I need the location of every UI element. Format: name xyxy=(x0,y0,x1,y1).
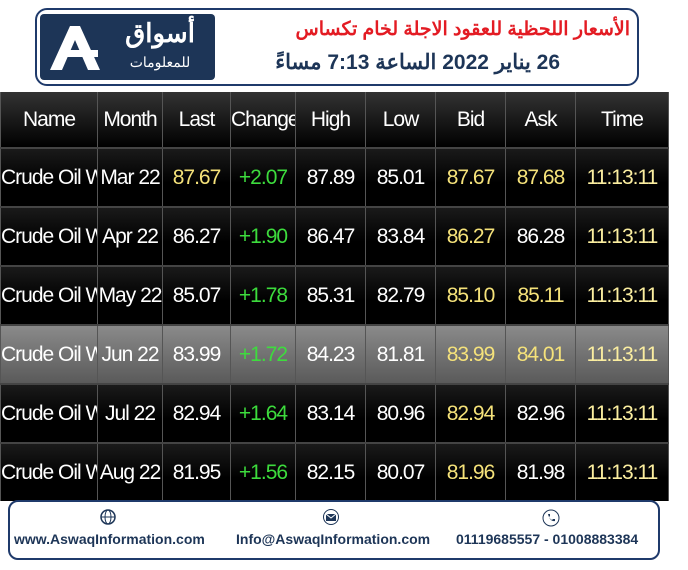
table-cell: 80.96 xyxy=(365,383,436,443)
column-header: Change xyxy=(230,92,296,148)
header-row: Name Month Last Change High Low Bid Ask Time xyxy=(0,92,669,148)
table-cell: 11:13:11 xyxy=(575,383,669,443)
column-header: Low xyxy=(365,92,436,148)
table-cell: Crude Oil WTI xyxy=(0,206,98,266)
price-table: Name Month Last Change High Low Bid Ask Time Crud… xyxy=(0,92,669,501)
column-header: Bid xyxy=(435,92,506,148)
table-cell: +1.72 xyxy=(230,324,296,384)
table-cell: 87.89 xyxy=(295,147,366,207)
table-cell: 87.67 xyxy=(435,147,506,207)
table-cell: +1.56 xyxy=(230,442,296,501)
table-cell: 82.79 xyxy=(365,265,436,325)
table-cell: 83.99 xyxy=(435,324,506,384)
logo-icon xyxy=(50,26,100,70)
table-cell: 86.27 xyxy=(435,206,506,266)
title: الأسعار اللحظية للعقود الاجلة لخام تكساس xyxy=(295,19,630,40)
table-cell: +1.64 xyxy=(230,383,296,443)
header-frame xyxy=(35,8,639,86)
table-cell: Mar 22 xyxy=(97,147,163,207)
table-cell: 87.67 xyxy=(162,147,231,207)
table-cell: 82.94 xyxy=(162,383,231,443)
table-cell: 81.96 xyxy=(435,442,506,501)
table-cell: Apr 22 xyxy=(97,206,163,266)
table-cell: Crude Oil WTI xyxy=(0,265,98,325)
table-cell: 11:13:11 xyxy=(575,206,669,266)
table-cell: 81.95 xyxy=(162,442,231,501)
table-cell: 11:13:11 xyxy=(575,265,669,325)
table-cell: 85.01 xyxy=(365,147,436,207)
column-header: Last xyxy=(162,92,231,148)
table-cell: Crude Oil WTI xyxy=(0,147,98,207)
table-cell: Crude Oil WTI xyxy=(0,324,98,384)
column-header: High xyxy=(295,92,366,148)
table-cell: 81.98 xyxy=(505,442,576,501)
table-cell: +1.78 xyxy=(230,265,296,325)
column-header: Ask xyxy=(505,92,576,148)
logo: أسواق للمعلومات xyxy=(40,14,215,80)
table-cell: 86.27 xyxy=(162,206,231,266)
table-cell: 11:13:11 xyxy=(575,324,669,384)
table-cell: 85.31 xyxy=(295,265,366,325)
mail-icon xyxy=(323,509,339,525)
table-cell: 84.01 xyxy=(505,324,576,384)
table-row: Crude Oil WTIMar 2287.67+2.0787.8985.018… xyxy=(0,147,669,207)
table-cell: 84.23 xyxy=(295,324,366,384)
email: Info@AswaqInformation.com xyxy=(236,531,431,547)
subtitle: 26 يناير 2022 الساعة 7:13 مساءً xyxy=(275,51,560,74)
table-cell: 87.68 xyxy=(505,147,576,207)
table-row: Crude Oil WTIJun 2283.99+1.7284.2381.818… xyxy=(0,324,669,384)
table-cell: Aug 22 xyxy=(97,442,163,501)
column-header: Month xyxy=(97,92,163,148)
table-cell: 81.81 xyxy=(365,324,436,384)
table-cell: 83.99 xyxy=(162,324,231,384)
column-header: Name xyxy=(0,92,98,148)
footer-frame xyxy=(8,500,660,560)
table-cell: Crude Oil WTI xyxy=(0,442,98,501)
logo-subtitle: للمعلومات xyxy=(129,54,191,70)
table-cell: 86.28 xyxy=(505,206,576,266)
table-row: Crude Oil WTIJul 2282.94+1.6483.1480.968… xyxy=(0,383,669,443)
table-cell: 82.15 xyxy=(295,442,366,501)
table-cell: 83.14 xyxy=(295,383,366,443)
table-cell: Crude Oil WTI xyxy=(0,383,98,443)
table-cell: 82.96 xyxy=(505,383,576,443)
table-cell: 83.84 xyxy=(365,206,436,266)
table-cell: Jun 22 xyxy=(97,324,163,384)
table-cell: 11:13:11 xyxy=(575,442,669,501)
table-row: Crude Oil WTIAug 2281.95+1.5682.1580.078… xyxy=(0,442,669,501)
table-cell: +2.07 xyxy=(230,147,296,207)
column-header: Time xyxy=(575,92,669,148)
table-cell: 85.11 xyxy=(505,265,576,325)
phone: 01119685557 - 01008883384 xyxy=(456,531,639,547)
table-row: Crude Oil WTIApr 2286.27+1.9086.4783.848… xyxy=(0,206,669,266)
globe-icon xyxy=(100,509,116,525)
table-cell: 11:13:11 xyxy=(575,147,669,207)
phone-icon xyxy=(542,509,560,527)
table-row: Crude Oil WTIMay 2285.07+1.7885.3182.798… xyxy=(0,265,669,325)
table-cell: 80.07 xyxy=(365,442,436,501)
logo-name: أسواق xyxy=(125,18,195,48)
table-cell: 82.94 xyxy=(435,383,506,443)
table-cell: 86.47 xyxy=(295,206,366,266)
table-cell: May 22 xyxy=(97,265,163,325)
table-cell: 85.07 xyxy=(162,265,231,325)
website: www.AswaqInformation.com xyxy=(14,531,205,547)
table-cell: Jul 22 xyxy=(97,383,163,443)
table-cell: +1.90 xyxy=(230,206,296,266)
table-cell: 85.10 xyxy=(435,265,506,325)
